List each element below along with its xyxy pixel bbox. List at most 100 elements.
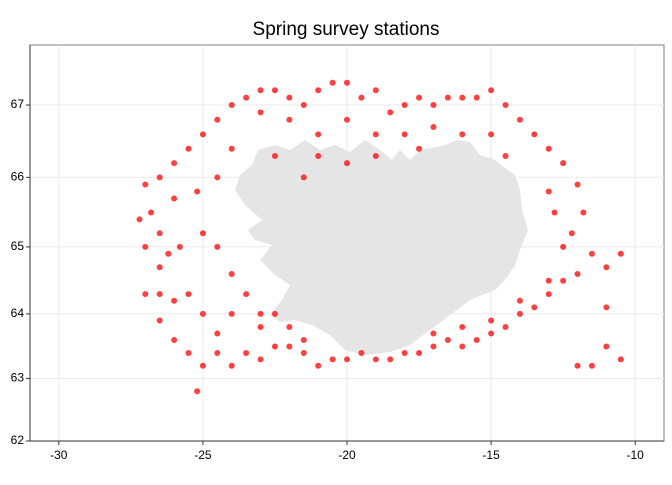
station: [488, 87, 495, 94]
station: [315, 131, 322, 138]
station: [387, 109, 394, 116]
x-tick-label: -25: [194, 448, 212, 462]
station: [401, 131, 408, 138]
station: [617, 250, 624, 257]
station: [228, 102, 235, 109]
station: [344, 160, 350, 167]
station: [257, 87, 264, 94]
station: [228, 145, 235, 152]
station: [199, 131, 206, 138]
x-tick-label: -30: [50, 448, 68, 462]
station: [574, 271, 581, 278]
station: [516, 297, 523, 304]
station: [286, 343, 293, 350]
station: [358, 349, 365, 356]
points: [136, 79, 624, 395]
station: [516, 310, 523, 317]
station: [372, 356, 379, 363]
station: [257, 356, 264, 363]
station: [603, 343, 610, 350]
station: [300, 102, 307, 109]
station: [271, 87, 278, 94]
station: [473, 337, 480, 344]
station: [416, 349, 423, 356]
station: [214, 330, 221, 337]
station: [459, 343, 466, 350]
station: [199, 230, 206, 237]
station: [344, 79, 350, 86]
station: [286, 94, 293, 101]
station: [142, 243, 149, 250]
station: [574, 181, 581, 188]
station: [444, 337, 451, 344]
station: [214, 349, 221, 356]
station: [603, 304, 610, 311]
station: [171, 297, 178, 304]
station: [603, 264, 610, 271]
station: [136, 216, 143, 223]
station: [194, 188, 201, 195]
station: [171, 195, 178, 202]
station: [488, 131, 495, 138]
station: [300, 174, 307, 181]
station: [185, 291, 192, 298]
station: [568, 230, 575, 237]
station: [315, 87, 322, 94]
x-tick-label: -10: [627, 448, 645, 462]
station: [171, 160, 178, 167]
station: [344, 116, 350, 123]
station: [459, 94, 466, 101]
station: [430, 330, 437, 337]
station: [617, 356, 624, 363]
y-tick-label: 64: [11, 306, 25, 320]
station: [531, 304, 538, 311]
station: [156, 264, 163, 271]
station: [142, 181, 149, 188]
station: [300, 337, 307, 344]
y-tick-label: 66: [11, 170, 25, 184]
station: [444, 94, 451, 101]
station: [199, 310, 206, 317]
station: [488, 317, 495, 324]
station: [344, 356, 350, 363]
station: [315, 362, 322, 369]
station: [580, 209, 587, 216]
station: [300, 349, 307, 356]
y-tick-label: 67: [11, 97, 25, 111]
station: [156, 317, 163, 324]
station: [257, 324, 264, 331]
station: [329, 79, 336, 86]
y-tick-label: 65: [11, 239, 25, 253]
station: [171, 337, 178, 344]
station: [531, 131, 538, 138]
station: [502, 102, 509, 109]
station: [257, 310, 264, 317]
station: [430, 124, 437, 131]
station: [372, 87, 379, 94]
station: [257, 109, 264, 116]
station: [243, 291, 250, 298]
station: [185, 145, 192, 152]
station: [430, 343, 437, 350]
station: [545, 291, 552, 298]
station: [271, 310, 278, 317]
station: [516, 116, 523, 123]
station: [286, 324, 293, 331]
station: [502, 152, 509, 159]
station: [387, 356, 394, 363]
station: [416, 94, 423, 101]
station: [358, 94, 365, 101]
station: [473, 94, 480, 101]
station: [243, 349, 250, 356]
station: [199, 362, 206, 369]
x-tick-label: -20: [338, 448, 356, 462]
land: [235, 140, 528, 355]
station: [271, 152, 278, 159]
station: [214, 243, 221, 250]
station: [502, 324, 509, 331]
station: [401, 102, 408, 109]
station: [560, 160, 567, 167]
x-tick-label: -15: [482, 448, 500, 462]
station: [156, 174, 163, 181]
station: [459, 324, 466, 331]
